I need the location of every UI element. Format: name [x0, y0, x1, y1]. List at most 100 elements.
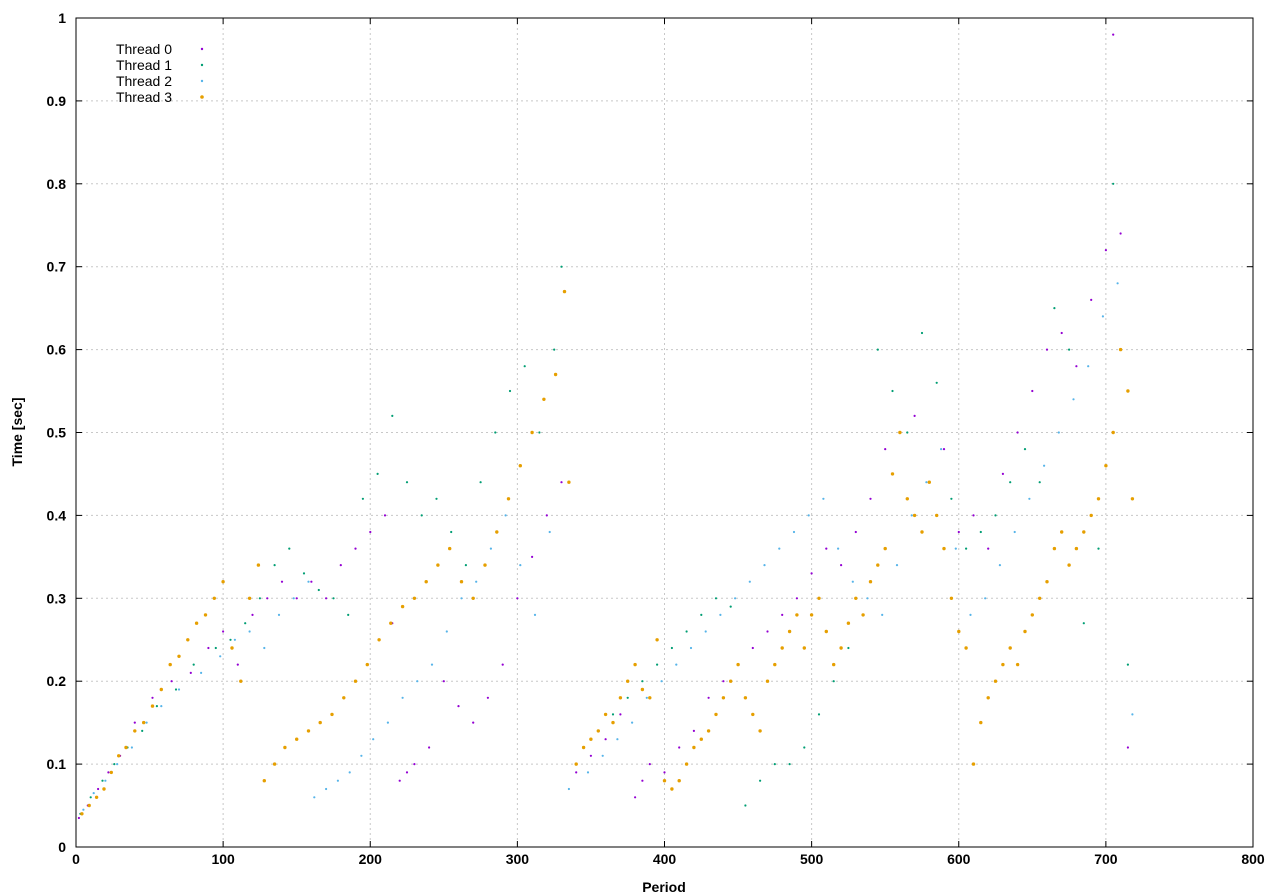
data-point	[1082, 622, 1085, 625]
data-point	[1119, 232, 1122, 235]
series-1	[79, 182, 1129, 815]
data-point	[263, 646, 266, 650]
data-point	[920, 331, 924, 335]
data-point	[310, 580, 313, 583]
data-point	[957, 530, 960, 534]
data-point	[1038, 481, 1041, 484]
data-point	[589, 737, 593, 741]
data-point	[247, 596, 252, 600]
data-point	[802, 646, 806, 650]
data-point	[618, 696, 623, 700]
data-point	[765, 679, 770, 683]
data-point	[810, 572, 813, 575]
data-point	[743, 696, 748, 700]
data-point	[475, 580, 478, 583]
data-point	[950, 497, 953, 500]
data-point	[663, 771, 666, 774]
data-point	[251, 613, 254, 617]
data-point	[1060, 331, 1063, 335]
data-point	[675, 663, 678, 666]
data-point	[221, 580, 225, 584]
y-tick-label: 0.5	[47, 425, 67, 441]
data-point	[1045, 348, 1049, 351]
data-point	[1089, 513, 1093, 518]
data-point	[430, 663, 434, 666]
data-point	[214, 646, 217, 650]
data-point	[1112, 182, 1115, 185]
data-point	[913, 414, 916, 417]
data-point	[773, 763, 776, 766]
data-point	[361, 497, 364, 500]
data-point	[935, 513, 939, 518]
x-tick-label: 800	[1241, 851, 1265, 867]
data-point	[792, 530, 796, 534]
data-point	[677, 779, 681, 783]
data-point	[562, 289, 567, 294]
data-point	[837, 547, 840, 550]
data-point	[1016, 431, 1019, 434]
data-point	[435, 497, 438, 500]
data-point	[817, 713, 821, 716]
data-point	[581, 745, 586, 750]
data-point	[847, 646, 850, 650]
data-point	[942, 448, 946, 451]
data-point	[633, 662, 637, 667]
data-point	[884, 448, 887, 451]
data-point	[1126, 746, 1129, 749]
data-point	[142, 720, 146, 725]
data-point	[229, 638, 232, 641]
data-point	[288, 547, 291, 550]
data-point	[141, 729, 144, 733]
data-point	[354, 547, 357, 550]
data-point	[133, 729, 137, 733]
data-point	[1074, 546, 1079, 551]
data-point	[1072, 398, 1075, 401]
data-point	[553, 372, 558, 377]
data-point	[416, 680, 419, 683]
data-point	[846, 621, 851, 625]
data-point	[151, 696, 154, 699]
data-point	[998, 564, 1002, 567]
x-tick-label: 400	[653, 851, 677, 867]
data-point	[920, 530, 924, 534]
x-tick-label: 700	[1094, 851, 1118, 867]
data-point	[545, 514, 548, 517]
data-point	[1126, 663, 1129, 666]
data-point	[283, 745, 287, 750]
data-point	[94, 795, 99, 799]
data-point	[704, 630, 707, 633]
data-point	[729, 679, 733, 683]
legend-label: Thread 1	[116, 57, 172, 73]
data-point	[744, 804, 747, 807]
data-point	[307, 580, 310, 583]
data-point	[130, 746, 133, 749]
data-point	[1097, 547, 1100, 550]
data-point	[1023, 448, 1027, 451]
data-point	[1090, 298, 1093, 301]
data-point	[641, 779, 644, 782]
data-point	[306, 729, 311, 733]
data-point	[332, 597, 335, 600]
data-point	[1001, 662, 1005, 667]
data-point	[678, 746, 681, 749]
data-point	[1118, 347, 1123, 352]
data-point	[369, 530, 372, 534]
data-point	[1023, 629, 1027, 634]
data-point	[376, 472, 379, 475]
data-point	[925, 481, 928, 484]
data-point	[174, 688, 178, 691]
data-point	[662, 779, 667, 783]
data-point	[280, 580, 284, 583]
data-point	[898, 430, 902, 435]
x-tick-label: 500	[800, 851, 824, 867]
data-point	[360, 754, 363, 757]
data-point	[890, 472, 895, 476]
data-point	[479, 481, 482, 484]
data-point	[670, 787, 674, 791]
data-point	[1087, 365, 1090, 368]
data-point	[751, 646, 754, 650]
data-point	[150, 704, 155, 708]
data-point	[400, 604, 405, 609]
data-point	[133, 721, 136, 724]
